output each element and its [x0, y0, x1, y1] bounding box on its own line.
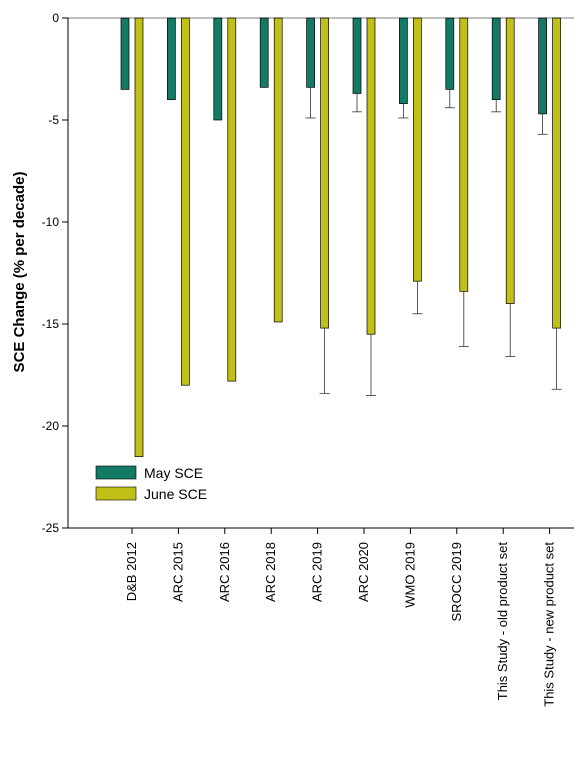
x-tick-label-9: This Study - new product set: [542, 542, 557, 707]
bar-may-2: [213, 17, 223, 121]
bar-may-7: [445, 17, 455, 90]
y-tick-label-0: 0: [52, 11, 59, 25]
bar-may-6: [399, 17, 408, 105]
bar-june-1: [181, 17, 190, 386]
x-tick-label-0: D&B 2012: [124, 542, 139, 601]
bar-june-4: [320, 17, 329, 329]
bar-may-9: [538, 17, 547, 115]
y-tick-label-4: -20: [42, 419, 60, 433]
bars-layer: [120, 17, 561, 457]
legend: May SCE June SCE: [95, 465, 207, 502]
y-tick-label-2: -10: [42, 215, 60, 229]
y-axis-label: SCE Change (% per decade): [11, 172, 28, 373]
bar-june-3: [273, 17, 283, 323]
y-tick-label-1: -5: [48, 113, 59, 127]
x-tick-label-1: ARC 2015: [170, 542, 185, 602]
legend-swatch-may: [95, 465, 137, 480]
bar-may-0: [120, 17, 130, 90]
legend-swatch-june: [95, 486, 137, 501]
bar-june-7: [459, 17, 469, 292]
bar-june-6: [413, 17, 422, 282]
x-tick-label-8: This Study - old product set: [495, 542, 510, 701]
bar-june-0: [134, 17, 144, 457]
legend-label-june: June SCE: [144, 486, 207, 502]
bar-may-5: [352, 17, 362, 94]
x-tick-label-7: SROCC 2019: [449, 542, 464, 621]
bar-june-5: [366, 17, 376, 335]
bar-june-2: [227, 17, 237, 382]
bar-may-3: [259, 17, 269, 88]
bar-june-9: [552, 17, 561, 329]
bar-june-8: [505, 17, 515, 304]
x-tick-label-3: ARC 2018: [263, 542, 278, 602]
bar-may-8: [491, 17, 501, 100]
x-tick-label-4: ARC 2019: [310, 542, 325, 602]
axes-layer: 0 -5 -10 -15 -20 -25 D&B 2012 ARC 2015 ARC 2016 A…: [42, 11, 574, 707]
y-tick-label-3: -15: [42, 317, 60, 331]
error-bars-layer: [305, 87, 562, 396]
legend-label-may: May SCE: [144, 465, 203, 481]
bar-may-1: [167, 17, 176, 100]
x-tick-label-2: ARC 2016: [217, 542, 232, 602]
y-tick-label-5: -25: [42, 521, 60, 535]
x-tick-label-5: ARC 2020: [356, 542, 371, 602]
x-tick-label-6: WMO 2019: [402, 542, 417, 608]
bar-may-4: [306, 17, 315, 88]
